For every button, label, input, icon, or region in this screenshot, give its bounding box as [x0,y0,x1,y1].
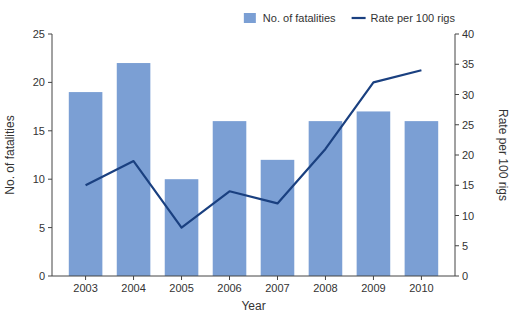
x-tick-label: 2009 [361,282,385,294]
legend-item: Rate per 100 rigs [352,12,456,24]
legend-swatch [352,17,366,19]
x-tick-label: 2004 [121,282,145,294]
y-axis-label: No. of fatalities [3,115,17,194]
y2-tick [455,124,459,125]
legend: No. of fatalities Rate per 100 rigs [244,12,456,24]
y2-tick [455,94,459,95]
y2-tick-label: 25 [462,119,474,131]
y-tick-label: 10 [33,173,45,185]
y-tick [48,227,52,228]
x-tick [373,276,374,280]
legend-swatch [244,13,256,23]
y2-tick [455,185,459,186]
y2-tick [455,276,459,277]
x-tick [229,276,230,280]
bar [117,63,151,276]
x-tick-label: 2003 [73,282,97,294]
bar [213,121,247,276]
y2-tick-label: 0 [462,270,468,282]
plot-area [69,63,438,276]
y-tick-label: 5 [39,222,45,234]
y2-tick [455,64,459,65]
x-tick [181,276,182,280]
y-tick [48,276,52,277]
x-tick [421,276,422,280]
x-tick-label: 2006 [217,282,241,294]
x-tick [85,276,86,280]
y-tick [48,82,52,83]
chart: 2003200420052006200720082009201005101520… [0,0,511,318]
y-tick-label: 25 [33,28,45,40]
y2-tick-label: 40 [462,28,474,40]
y2-tick-label: 35 [462,58,474,70]
y2-tick-label: 15 [462,179,474,191]
y2-tick [455,245,459,246]
y2-tick-label: 30 [462,89,474,101]
x-tick [277,276,278,280]
axes: 2003200420052006200720082009201005101520… [33,28,475,294]
bar [357,111,391,276]
y2-tick-label: 20 [462,149,474,161]
y2-tick-label: 10 [462,210,474,222]
y2-tick-label: 5 [462,240,468,252]
bar [261,160,295,276]
y-tick-label: 15 [33,125,45,137]
legend-item: No. of fatalities [244,12,336,24]
x-tick-label: 2010 [409,282,433,294]
x-tick-label: 2007 [265,282,289,294]
x-tick [325,276,326,280]
x-tick-label: 2008 [313,282,337,294]
y-tick [48,179,52,180]
x-axis-label: Year [241,299,265,313]
y2-tick [455,34,459,35]
bar [309,121,343,276]
x-tick [133,276,134,280]
y-axis-line [52,34,53,276]
y-tick-label: 0 [39,270,45,282]
x-axis-line [52,276,455,277]
bar [405,121,439,276]
y2-tick [455,155,459,156]
y2-axis-label: Rate per 100 rigs [496,109,510,201]
line [86,70,422,227]
x-tick-label: 2005 [169,282,193,294]
y-tick [48,34,52,35]
legend-label: Rate per 100 rigs [371,12,456,24]
y-tick [48,130,52,131]
legend-label: No. of fatalities [263,12,336,24]
y2-tick [455,215,459,216]
y-tick-label: 20 [33,76,45,88]
